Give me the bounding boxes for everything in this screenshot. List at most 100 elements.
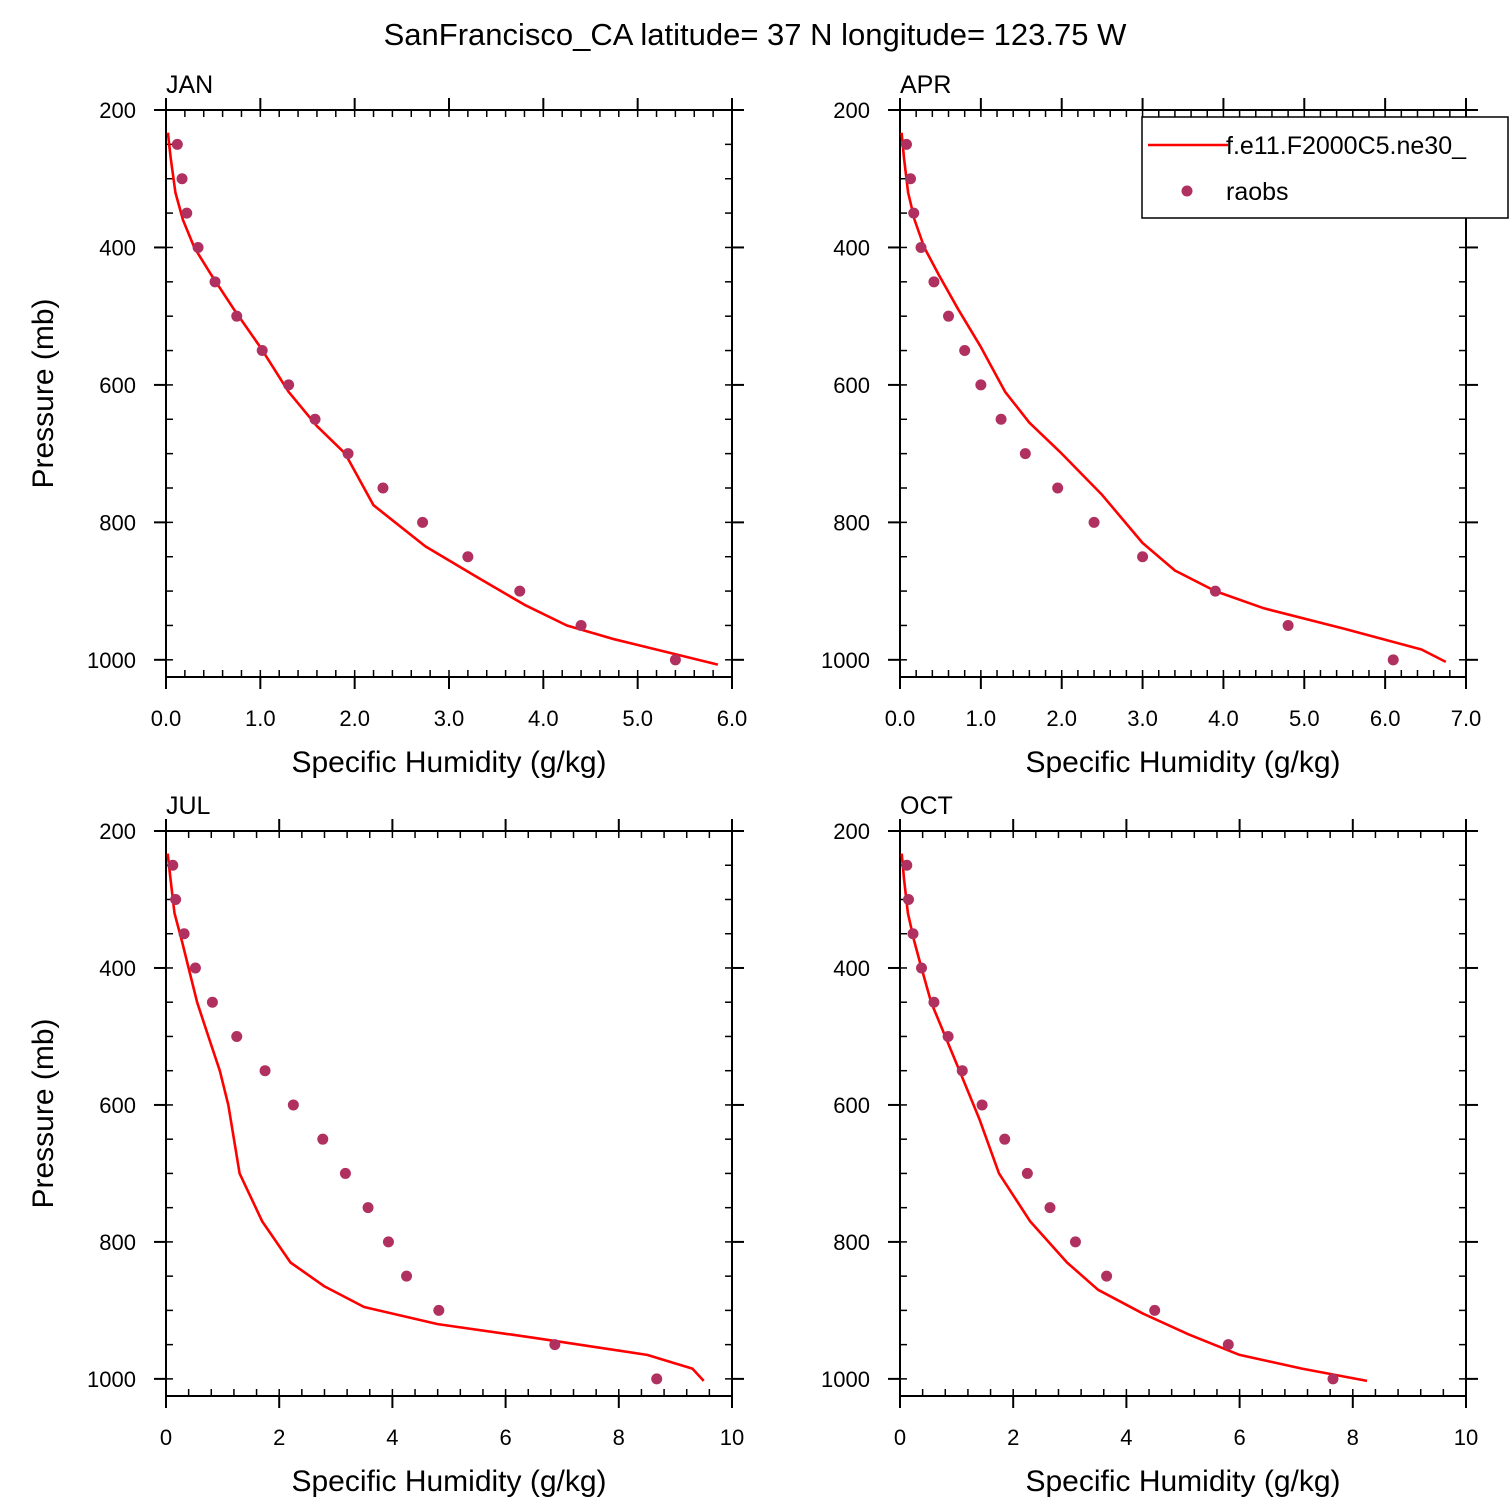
panel-apr: APR 0.0 1.0 2.0 3.0 4.0 5.0 6.0 7.0 200 400 600 800 1… (821, 71, 1481, 779)
y-axis-title: Pressure (mb) (27, 298, 60, 488)
raobs-point (975, 379, 987, 391)
y-tick-label: 600 (833, 1093, 870, 1118)
x-tick-label: 3.0 (1127, 706, 1158, 731)
raobs-point (907, 928, 919, 940)
raobs-point (1222, 1339, 1234, 1351)
raobs-point (976, 1099, 988, 1111)
raobs-point (908, 207, 920, 219)
x-axis-title: Specific Humidity (g/kg) (291, 1465, 606, 1498)
y-tick-label: 1000 (821, 648, 870, 673)
raobs-point (309, 413, 321, 425)
plot-area (166, 853, 705, 1385)
model-line (900, 853, 1368, 1383)
panel-label-jan: JAN (166, 71, 213, 99)
x-tick-label: 6 (499, 1425, 511, 1450)
raobs-point (1209, 585, 1221, 597)
x-tick-label: 6.0 (717, 706, 748, 731)
raobs-point (377, 482, 389, 494)
raobs-point (167, 859, 179, 871)
raobs-point (256, 345, 268, 357)
plot-frame (899, 109, 1467, 678)
x-tick-label: 10 (720, 1425, 744, 1450)
raobs-point (170, 893, 182, 905)
model-line (900, 132, 1447, 664)
y-tick-label: 400 (833, 235, 870, 260)
x-tick-label: 2 (1007, 1425, 1019, 1450)
legend-obs-swatch (1181, 185, 1193, 197)
raobs-point (942, 1030, 954, 1042)
raobs-point (382, 1236, 394, 1248)
raobs-point (1137, 551, 1149, 563)
raobs-point (339, 1167, 351, 1179)
raobs-point (178, 928, 190, 940)
y-tick-label: 800 (99, 1230, 136, 1255)
y-tick-label: 600 (99, 373, 136, 398)
x-tick-label: 5.0 (1289, 706, 1320, 731)
raobs-point (651, 1373, 663, 1385)
raobs-point (1282, 619, 1294, 631)
raobs-point (928, 276, 940, 288)
x-tick-label: 8 (1347, 1425, 1359, 1450)
legend-model-label: f.e11.F2000C5.ne30_ (1226, 132, 1467, 160)
y-tick-label: 600 (833, 373, 870, 398)
x-tick-label: 3.0 (434, 706, 465, 731)
y-tick-label: 200 (99, 819, 136, 844)
raobs-point (287, 1099, 299, 1111)
raobs-point (401, 1270, 413, 1282)
x-tick-label: 0 (894, 1425, 906, 1450)
x-tick-label: 1.0 (245, 706, 276, 731)
raobs-point (514, 585, 526, 597)
raobs-point (915, 241, 927, 253)
y-tick-label: 800 (833, 1230, 870, 1255)
x-tick-label: 4.0 (1208, 706, 1239, 731)
plot-frame (165, 109, 733, 678)
x-tick-label: 2 (273, 1425, 285, 1450)
raobs-point (956, 1065, 968, 1077)
plot-area (900, 853, 1368, 1385)
x-tick-label: 6 (1233, 1425, 1245, 1450)
plot-frame (165, 830, 733, 1397)
y-tick-label: 400 (833, 956, 870, 981)
x-tick-label: 5.0 (622, 706, 653, 731)
x-tick-label: 1.0 (966, 706, 997, 731)
raobs-point (259, 1065, 271, 1077)
raobs-point (549, 1339, 561, 1351)
x-tick-label: 8 (613, 1425, 625, 1450)
raobs-point (1069, 1236, 1081, 1248)
y-tick-label: 400 (99, 956, 136, 981)
raobs-point (1044, 1202, 1056, 1214)
raobs-point (192, 241, 204, 253)
x-tick-label: 0.0 (885, 706, 916, 731)
raobs-point (902, 893, 914, 905)
raobs-point (575, 619, 587, 631)
y-tick-label: 200 (99, 98, 136, 123)
x-tick-label: 4.0 (528, 706, 559, 731)
raobs-point (1387, 654, 1399, 666)
raobs-point (1327, 1373, 1339, 1385)
raobs-point (462, 551, 474, 563)
raobs-point (231, 1030, 243, 1042)
x-tick-label: 0.0 (151, 706, 182, 731)
x-axis-title: Specific Humidity (g/kg) (1025, 746, 1340, 779)
raobs-point (1088, 516, 1100, 528)
y-tick-label: 1000 (821, 1367, 870, 1392)
raobs-point (905, 173, 917, 185)
raobs-point (999, 1133, 1011, 1145)
legend-obs-label: raobs (1226, 178, 1289, 206)
figure-title: SanFrancisco_CA latitude= 37 N longitude… (384, 17, 1127, 52)
x-tick-label: 2.0 (339, 706, 370, 731)
raobs-point (995, 413, 1007, 425)
raobs-point (1052, 482, 1064, 494)
raobs-point (231, 310, 243, 322)
panel-jan: JAN 0.0 1.0 2.0 3.0 4.0 5.0 6.0 200 400 600 800 1000… (27, 71, 747, 779)
raobs-point (1149, 1304, 1161, 1316)
raobs-point (1101, 1270, 1113, 1282)
y-tick-label: 800 (99, 510, 136, 535)
raobs-point (362, 1202, 374, 1214)
y-tick-label: 200 (833, 819, 870, 844)
raobs-point (901, 859, 913, 871)
plot-frame (899, 830, 1467, 1397)
model-line (166, 132, 719, 666)
